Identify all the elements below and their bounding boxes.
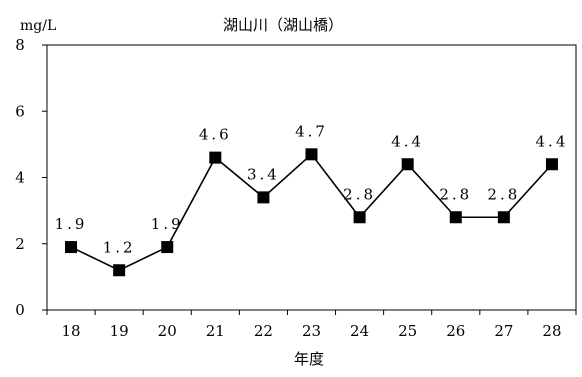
x-tick-label: 22 <box>254 322 273 340</box>
data-point-marker <box>497 211 510 224</box>
x-tick-label: 26 <box>446 322 465 340</box>
x-tick-label: 25 <box>398 322 417 340</box>
data-point-marker <box>257 191 270 204</box>
x-tick-label: 24 <box>350 322 369 340</box>
data-point-marker <box>113 264 126 277</box>
data-point-marker <box>353 211 366 224</box>
x-tick-label: 28 <box>542 322 561 340</box>
data-label: 2.8 <box>487 185 520 203</box>
data-label: 2.8 <box>439 185 472 203</box>
y-tick-label: 0 <box>15 301 25 319</box>
data-label: 1.9 <box>55 215 88 233</box>
plot-frame <box>46 44 577 311</box>
data-label: 4.4 <box>536 132 569 150</box>
x-tick-label: 23 <box>302 322 321 340</box>
y-tick-label: 4 <box>15 169 25 187</box>
data-point-marker <box>209 151 222 164</box>
data-label: 1.2 <box>103 238 136 256</box>
x-tick-label: 27 <box>494 322 513 340</box>
data-point-marker <box>449 211 462 224</box>
data-label: 1.9 <box>151 215 184 233</box>
data-label: 3.4 <box>247 165 280 183</box>
y-tick-label: 6 <box>15 102 25 120</box>
data-label: 2.8 <box>343 185 376 203</box>
data-point-marker <box>161 241 174 254</box>
data-label: 4.6 <box>199 126 232 144</box>
x-tick-label: 20 <box>158 322 177 340</box>
series-line <box>70 153 553 272</box>
data-label: 4.4 <box>391 132 424 150</box>
x-tick-label: 19 <box>110 322 129 340</box>
chart-title: 湖山川（湖山橋） <box>223 16 343 34</box>
data-label: 4.7 <box>295 122 328 140</box>
y-tick-label: 8 <box>15 36 25 54</box>
data-point-marker <box>401 158 414 171</box>
x-tick-label: 18 <box>61 322 80 340</box>
x-axis-title: 年度 <box>294 350 324 368</box>
data-point-marker <box>305 148 318 161</box>
x-tick-label: 21 <box>206 322 225 340</box>
y-unit-label: mg/L <box>20 18 56 34</box>
data-point-marker <box>545 158 558 171</box>
data-point-marker <box>65 241 78 254</box>
y-tick-label: 2 <box>15 235 25 253</box>
